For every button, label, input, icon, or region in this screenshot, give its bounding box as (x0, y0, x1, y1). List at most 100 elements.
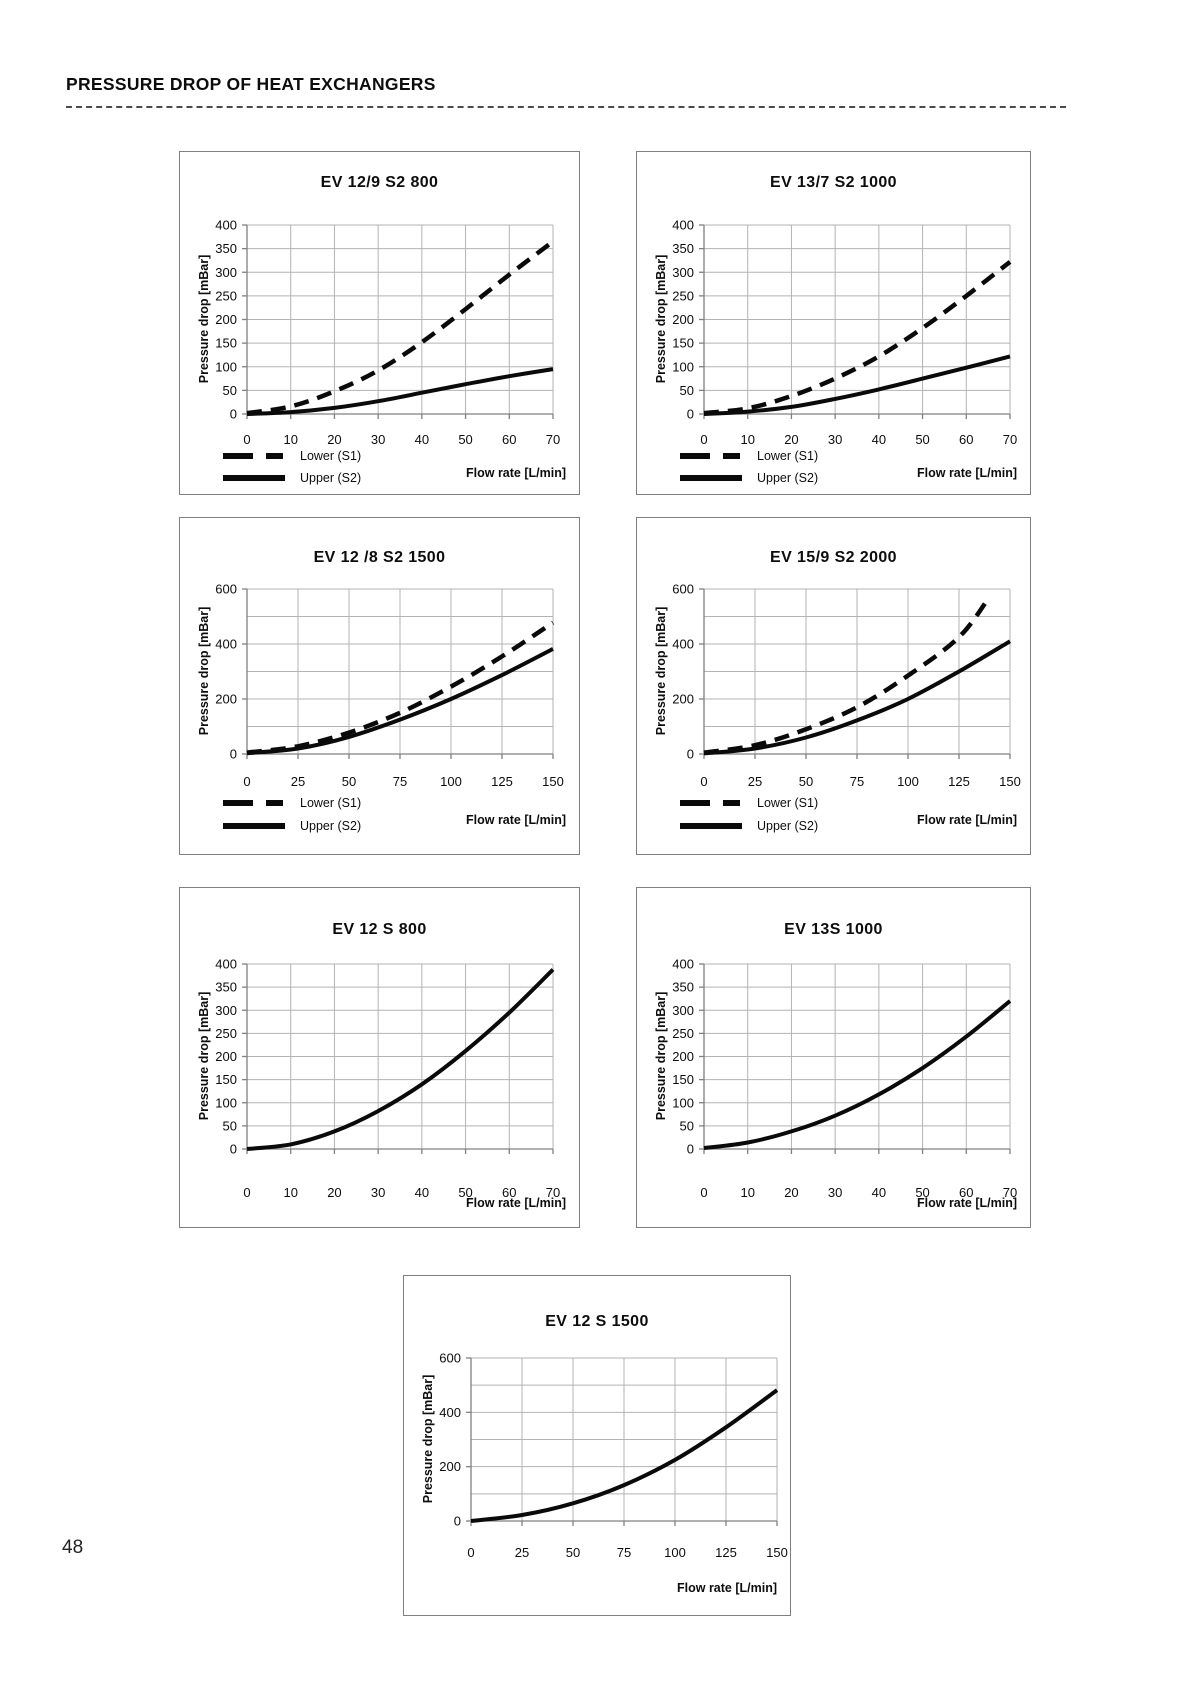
dashed-line-icon (223, 453, 285, 459)
svg-text:50: 50 (458, 1185, 472, 1200)
svg-text:400: 400 (439, 1405, 461, 1420)
svg-text:25: 25 (291, 774, 305, 789)
svg-text:40: 40 (415, 1185, 429, 1200)
svg-text:20: 20 (327, 1185, 341, 1200)
svg-text:0: 0 (687, 1142, 694, 1157)
chart-title: EV 15/9 S2 2000 (770, 549, 897, 566)
y-axis-label: Pressure drop [mBar] (654, 991, 668, 1121)
svg-text:400: 400 (672, 637, 694, 652)
svg-text:0: 0 (243, 774, 250, 789)
legend-item-lower: Lower (S1) (679, 449, 818, 463)
legend-item-upper: Upper (S2) (679, 471, 818, 485)
svg-text:75: 75 (850, 774, 864, 789)
chart-title: EV 13S 1000 (784, 921, 883, 938)
y-axis-label: Pressure drop [mBar] (654, 606, 668, 736)
svg-text:0: 0 (243, 432, 250, 447)
chart-box-ev-13s-1000: 0 50 100 150 200 250 300 350 400 0 10 20 30 40 50 60 70 … (636, 887, 1031, 1228)
svg-text:0: 0 (700, 774, 707, 789)
svg-text:50: 50 (680, 383, 694, 398)
solid-line-icon (680, 475, 742, 481)
svg-text:125: 125 (948, 774, 970, 789)
svg-text:100: 100 (440, 774, 462, 789)
svg-text:350: 350 (215, 241, 237, 256)
svg-text:70: 70 (546, 1185, 560, 1200)
svg-text:10: 10 (283, 432, 297, 447)
svg-text:0: 0 (243, 1185, 250, 1200)
page-title: PRESSURE DROP OF HEAT EXCHANGERS (66, 74, 1066, 108)
svg-text:400: 400 (672, 957, 694, 972)
plot-area: 0 200 400 600 0 25 50 75 100 125 150 (215, 582, 564, 790)
svg-text:200: 200 (215, 312, 237, 327)
legend-label: Lower (S1) (300, 449, 362, 463)
svg-text:400: 400 (672, 218, 694, 233)
svg-text:50: 50 (915, 432, 929, 447)
svg-text:150: 150 (215, 1072, 237, 1087)
legend-item-lower: Lower (S1) (222, 449, 361, 463)
svg-text:0: 0 (467, 1545, 474, 1560)
legend-label: Lower (S1) (757, 796, 819, 810)
svg-text:400: 400 (215, 218, 237, 233)
svg-text:600: 600 (215, 582, 237, 597)
svg-text:100: 100 (672, 359, 694, 374)
x-axis-label: Flow rate [L/min] (917, 1196, 1017, 1210)
chart-box-ev-13-7-s2-1000: 0 50 100 150 200 250 300 350 400 0 10 20 30 40 50 60 70 … (636, 151, 1031, 495)
svg-text:30: 30 (828, 432, 842, 447)
x-axis-label: Flow rate [L/min] (917, 813, 1017, 827)
plot-area: 0 200 400 600 0 25 50 75 100 125 150 (672, 582, 1021, 790)
svg-text:0: 0 (700, 1185, 707, 1200)
svg-text:0: 0 (230, 1142, 237, 1157)
svg-text:150: 150 (766, 1545, 788, 1560)
svg-text:20: 20 (784, 432, 798, 447)
svg-text:25: 25 (748, 774, 762, 789)
chart-title: EV 12 S 1500 (545, 1313, 649, 1330)
svg-text:50: 50 (223, 383, 237, 398)
svg-text:70: 70 (1003, 1185, 1017, 1200)
chart-title: EV 12 S 800 (332, 921, 427, 938)
svg-text:20: 20 (327, 432, 341, 447)
svg-text:40: 40 (415, 432, 429, 447)
legend-label: Upper (S2) (757, 819, 819, 833)
chart-box-ev-12-8-s2-1500: 0 200 400 600 0 25 50 75 100 125 150 EV 12 /8 S2 1… (179, 517, 580, 855)
svg-text:200: 200 (215, 692, 237, 707)
legend-item-upper: Upper (S2) (222, 819, 361, 833)
svg-text:300: 300 (672, 265, 694, 280)
legend-label: Upper (S2) (300, 819, 362, 833)
svg-text:200: 200 (215, 1049, 237, 1064)
y-axis-label: Pressure drop [mBar] (197, 606, 211, 736)
plot-area: 0 50 100 150 200 250 300 350 400 0 10 20 30 40 50 60 70 (672, 218, 1017, 448)
svg-text:10: 10 (283, 1185, 297, 1200)
svg-text:250: 250 (215, 1026, 237, 1041)
plot-area: 0 200 400 600 0 25 50 75 100 125 150 (439, 1351, 788, 1561)
svg-text:0: 0 (687, 407, 694, 422)
svg-text:350: 350 (215, 980, 237, 995)
svg-text:150: 150 (672, 336, 694, 351)
x-axis-label: Flow rate [L/min] (917, 466, 1017, 480)
chart-box-ev-12-s-800: 0 50 100 150 200 250 300 350 400 0 10 20 30 40 50 60 70 … (179, 887, 580, 1228)
chart-box-ev-12-s-1500: 0 200 400 600 0 25 50 75 100 125 150 EV 12 S 1500 … (403, 1275, 791, 1616)
svg-text:10: 10 (740, 432, 754, 447)
svg-text:25: 25 (515, 1545, 529, 1560)
svg-text:30: 30 (371, 432, 385, 447)
svg-text:150: 150 (999, 774, 1021, 789)
svg-text:100: 100 (664, 1545, 686, 1560)
svg-text:60: 60 (502, 432, 516, 447)
svg-text:150: 150 (542, 774, 564, 789)
chart-box-ev-15-9-s2-2000: 0 200 400 600 0 25 50 75 100 125 150 EV 15/9 S2 20… (636, 517, 1031, 855)
svg-text:60: 60 (959, 1185, 973, 1200)
svg-text:50: 50 (915, 1185, 929, 1200)
svg-text:250: 250 (215, 288, 237, 303)
legend-item-upper: Upper (S2) (222, 471, 361, 485)
y-axis-label: Pressure drop [mBar] (197, 991, 211, 1121)
svg-text:30: 30 (371, 1185, 385, 1200)
svg-text:20: 20 (784, 1185, 798, 1200)
legend-item-upper: Upper (S2) (679, 819, 818, 833)
svg-text:50: 50 (799, 774, 813, 789)
legend-label: Lower (S1) (757, 449, 819, 463)
svg-text:50: 50 (458, 432, 472, 447)
legend-label: Lower (S1) (300, 796, 362, 810)
svg-text:100: 100 (897, 774, 919, 789)
svg-text:150: 150 (215, 336, 237, 351)
y-axis-label: Pressure drop [mBar] (421, 1374, 435, 1504)
svg-text:600: 600 (439, 1351, 461, 1366)
